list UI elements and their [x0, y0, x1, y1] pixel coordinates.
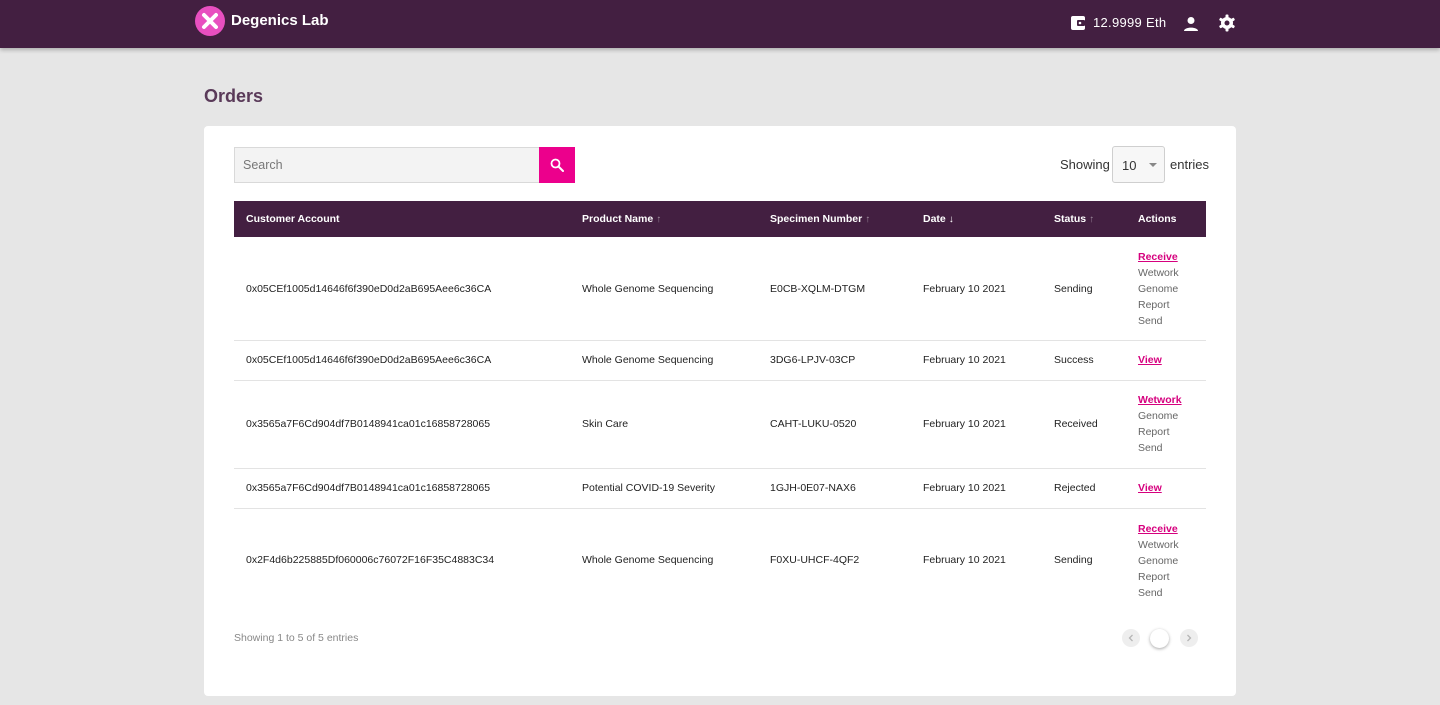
entries-label: entries [1170, 157, 1210, 172]
status-cell: Rejected [1054, 482, 1096, 494]
send-action: Send [1138, 587, 1163, 599]
report-action: Report [1138, 299, 1170, 311]
table-header: Customer Account Product Name ↑ Specimen … [234, 201, 1206, 237]
date-cell: February 10 2021 [923, 554, 1006, 566]
specimen-number-cell: 3DG6-LPJV-03CP [770, 354, 856, 366]
settings-gear-icon[interactable] [1218, 14, 1236, 32]
top-app-bar: Degenics Lab 12.9999 Eth [0, 0, 1440, 48]
logo-icon[interactable] [195, 6, 225, 36]
genome-action: Genome [1138, 555, 1179, 567]
actions-cell: Wetwork Genome Report Send [1138, 392, 1182, 456]
genome-action: Genome [1138, 410, 1179, 422]
current-page-button[interactable] [1150, 629, 1169, 648]
view-link[interactable]: View [1138, 482, 1162, 494]
wallet-balance: 12.9999 Eth [1093, 15, 1167, 30]
date-cell: February 10 2021 [923, 482, 1006, 494]
wetwork-link[interactable]: Wetwork [1138, 394, 1182, 406]
search-icon [550, 158, 564, 172]
actions-cell: View [1138, 480, 1162, 496]
specimen-number-cell: 1GJH-0E07-NAX6 [770, 482, 856, 494]
chevron-down-icon [1149, 163, 1157, 167]
entries-per-page-select[interactable]: 10 [1112, 146, 1165, 183]
table-row: 0x05CEf1005d14646f6f390eD0d2aB695Aee6c36… [234, 237, 1206, 341]
column-header-product-name[interactable]: Product Name ↑ [582, 213, 662, 225]
search-input[interactable] [235, 148, 540, 182]
actions-cell: View [1138, 352, 1162, 368]
entries-value: 10 [1122, 158, 1137, 173]
search-field [234, 147, 540, 183]
previous-page-button[interactable] [1122, 629, 1140, 647]
date-cell: February 10 2021 [923, 354, 1006, 366]
date-cell: February 10 2021 [923, 283, 1006, 295]
table-row: 0x3565a7F6Cd904df7B0148941ca01c168587280… [234, 381, 1206, 469]
table-row: 0x3565a7F6Cd904df7B0148941ca01c168587280… [234, 469, 1206, 509]
wetwork-action: Wetwork [1138, 539, 1179, 551]
wallet-icon [1071, 16, 1085, 30]
column-header-specimen-number[interactable]: Specimen Number ↑ [770, 213, 871, 225]
sort-up-icon: ↑ [865, 214, 871, 225]
account-icon[interactable] [1182, 15, 1200, 33]
column-header-date[interactable]: Date ↓ [923, 213, 954, 225]
chevron-left-icon [1128, 634, 1133, 642]
product-name-cell: Whole Genome Sequencing [582, 354, 714, 366]
status-cell: Received [1054, 418, 1098, 430]
sort-up-icon: ↑ [1089, 214, 1095, 225]
specimen-number-cell: E0CB-XQLM-DTGM [770, 283, 866, 295]
orders-card: Showing 10 entries Customer Account Prod… [204, 126, 1236, 696]
chevron-right-icon [1187, 634, 1192, 642]
send-action: Send [1138, 442, 1163, 454]
pagination-info: Showing 1 to 5 of 5 entries [234, 632, 359, 644]
status-cell: Sending [1054, 283, 1093, 295]
view-link[interactable]: View [1138, 354, 1162, 366]
customer-account-cell: 0x05CEf1005d14646f6f390eD0d2aB695Aee6c36… [246, 354, 492, 366]
search-button[interactable] [539, 147, 575, 183]
status-cell: Success [1054, 354, 1094, 366]
column-header-customer-account[interactable]: Customer Account [246, 213, 340, 225]
column-header-status[interactable]: Status ↑ [1054, 213, 1095, 225]
product-name-cell: Potential COVID-19 Severity [582, 482, 716, 494]
report-action: Report [1138, 426, 1170, 438]
product-name-cell: Whole Genome Sequencing [582, 283, 714, 295]
wetwork-action: Wetwork [1138, 267, 1179, 279]
specimen-number-cell: CAHT-LUKU-0520 [770, 418, 857, 430]
customer-account-cell: 0x3565a7F6Cd904df7B0148941ca01c168587280… [246, 418, 491, 430]
sort-down-icon: ↓ [948, 214, 954, 225]
send-action: Send [1138, 315, 1163, 327]
customer-account-cell: 0x05CEf1005d14646f6f390eD0d2aB695Aee6c36… [246, 283, 492, 295]
genome-action: Genome [1138, 283, 1179, 295]
page-title: Orders [204, 86, 264, 106]
report-action: Report [1138, 571, 1170, 583]
customer-account-cell: 0x2F4d6b225885Df060006c76072F16F35C4883C… [246, 554, 495, 566]
specimen-number-cell: F0XU-UHCF-4QF2 [770, 554, 860, 566]
receive-link[interactable]: Receive [1138, 523, 1178, 535]
actions-cell: Receive Wetwork Genome Report Send [1138, 249, 1179, 329]
showing-label: Showing [1060, 157, 1110, 172]
sort-up-icon: ↑ [656, 214, 662, 225]
actions-cell: Receive Wetwork Genome Report Send [1138, 521, 1179, 601]
customer-account-cell: 0x3565a7F6Cd904df7B0148941ca01c168587280… [246, 482, 491, 494]
table-row: 0x05CEf1005d14646f6f390eD0d2aB695Aee6c36… [234, 341, 1206, 381]
receive-link[interactable]: Receive [1138, 251, 1178, 263]
product-name-cell: Skin Care [582, 418, 629, 430]
status-cell: Sending [1054, 554, 1093, 566]
column-header-actions: Actions [1138, 213, 1177, 225]
app-title: Degenics Lab [231, 12, 329, 29]
next-page-button[interactable] [1180, 629, 1198, 647]
table-row: 0x2F4d6b225885Df060006c76072F16F35C4883C… [234, 509, 1206, 609]
date-cell: February 10 2021 [923, 418, 1006, 430]
product-name-cell: Whole Genome Sequencing [582, 554, 714, 566]
